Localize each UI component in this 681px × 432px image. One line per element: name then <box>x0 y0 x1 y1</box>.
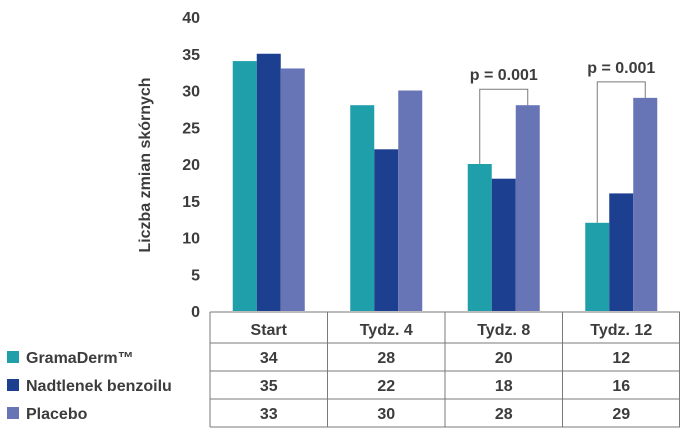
bar <box>350 105 375 311</box>
significance-annotations: p = 0.001 p = 0.001 <box>470 60 655 223</box>
table-cell: 22 <box>377 378 395 395</box>
bar <box>374 149 399 311</box>
y-tick-label: 15 <box>182 194 200 211</box>
category-label: Start <box>251 322 288 339</box>
bar <box>491 178 516 311</box>
y-tick-label: 0 <box>191 304 200 321</box>
table-cell: 29 <box>612 406 630 423</box>
legend-swatch <box>7 407 19 419</box>
category-label: Tydz. 4 <box>360 322 413 339</box>
table-cell: 33 <box>260 406 278 423</box>
y-axis-ticks: 0 5 10 15 20 25 30 35 40 <box>182 10 200 321</box>
significance-bracket <box>479 88 529 164</box>
bar <box>633 97 658 311</box>
y-tick-label: 35 <box>182 47 200 64</box>
category-label: Tydz. 12 <box>590 322 652 339</box>
bar <box>609 193 634 311</box>
table-cell: 12 <box>612 350 630 367</box>
bar <box>585 222 610 311</box>
y-tick-label: 30 <box>182 84 200 101</box>
data-table: Start Tydz. 4 Tydz. 8 Tydz. 12 34 28 20 12 35 22 1… <box>209 311 680 428</box>
legend-swatch <box>7 351 19 363</box>
legend-swatch <box>7 379 19 391</box>
table-cell: 20 <box>495 350 513 367</box>
legend-label: GramaDerm™ <box>26 350 134 367</box>
y-tick-label: 40 <box>182 10 200 27</box>
y-tick-label: 25 <box>182 120 200 137</box>
p-value-label: p = 0.001 <box>587 60 655 77</box>
table-cell: 34 <box>260 350 278 367</box>
y-tick-label: 10 <box>182 231 200 248</box>
bar <box>467 164 492 311</box>
table-cell: 28 <box>495 406 513 423</box>
table-cell: 28 <box>377 350 395 367</box>
bar <box>256 53 281 311</box>
bars <box>232 53 658 311</box>
table-cell: 30 <box>377 406 395 423</box>
legend-label: Nadtlenek benzoilu <box>26 378 172 395</box>
legend: GramaDerm™ Nadtlenek benzoilu Placebo <box>7 350 172 423</box>
y-tick-label: 20 <box>182 157 200 174</box>
bar <box>280 68 305 311</box>
table-cell: 18 <box>495 378 513 395</box>
table-cell: 16 <box>612 378 630 395</box>
legend-label: Placebo <box>26 406 88 423</box>
y-tick-label: 5 <box>191 267 200 284</box>
category-label: Tydz. 8 <box>477 322 530 339</box>
p-value-label: p = 0.001 <box>470 67 538 84</box>
bar <box>232 61 257 311</box>
bar <box>398 90 423 311</box>
y-axis-label: Liczba zmian skórnych <box>137 77 154 252</box>
table-cell: 35 <box>260 378 278 395</box>
bar <box>515 105 540 311</box>
significance-bracket <box>596 81 646 223</box>
